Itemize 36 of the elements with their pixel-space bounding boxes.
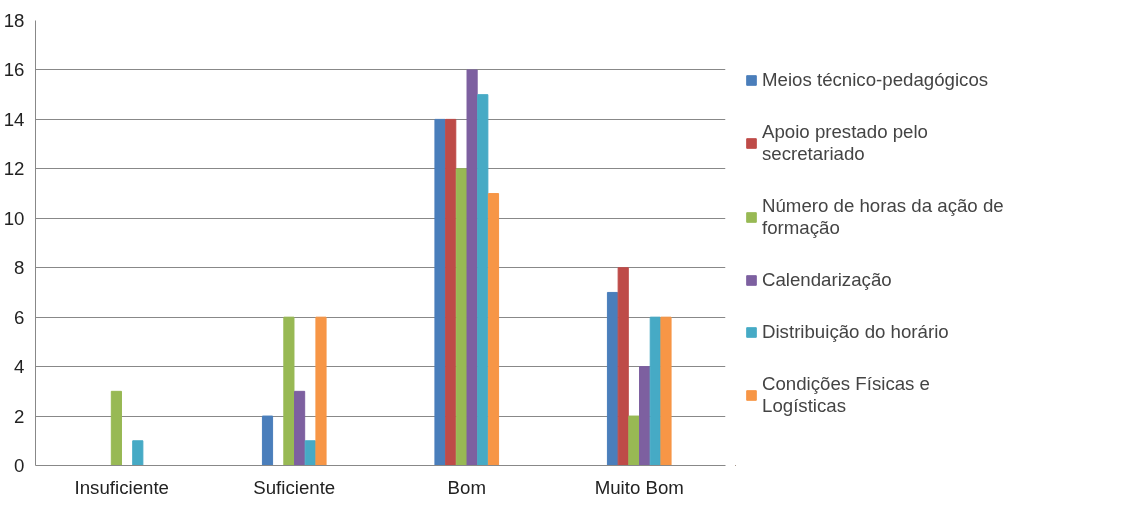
bar	[315, 316, 327, 466]
y-tick-label: 18	[3, 10, 25, 31]
legend-label: Número de horas da ação de formação	[762, 194, 1004, 239]
legend-label: Calendarização	[762, 268, 892, 291]
legend-label: Meios técnico-pedagógicos	[762, 68, 989, 91]
x-tick-label: Bom	[447, 476, 486, 498]
bar	[445, 118, 457, 466]
y-tick-label: 6	[14, 306, 25, 328]
bar	[261, 415, 274, 466]
legend-label: Apoio prestado pelo secretariado	[762, 120, 928, 165]
bar	[487, 193, 500, 466]
bar	[477, 94, 489, 466]
bar	[660, 316, 672, 466]
bar	[639, 366, 651, 466]
y-tick-label: 0	[14, 455, 25, 476]
bar	[628, 415, 640, 466]
x-tick-label: Muito Bom	[594, 476, 684, 498]
y-tick-label: 2	[14, 405, 25, 427]
bar	[283, 316, 295, 466]
bar	[132, 440, 144, 466]
y-tick-label: 14	[3, 108, 25, 130]
x-tick-label: Insuficiente	[74, 476, 169, 498]
y-tick-label: 4	[14, 356, 25, 378]
x-tick-label: Suficiente	[253, 476, 336, 498]
bar	[110, 390, 122, 466]
y-tick-label: 12	[3, 158, 25, 180]
legend-label: Condições Físicas e Logísticas	[762, 372, 930, 417]
legend-label: Distribuição do horário	[762, 320, 949, 343]
bar	[434, 118, 446, 466]
bar	[617, 267, 629, 466]
y-tick-label: 8	[14, 257, 25, 279]
y-tick-label: 16	[3, 59, 25, 81]
y-tick-label: 10	[3, 207, 25, 229]
bar	[466, 69, 478, 466]
bar	[294, 390, 306, 466]
bar	[455, 168, 467, 466]
